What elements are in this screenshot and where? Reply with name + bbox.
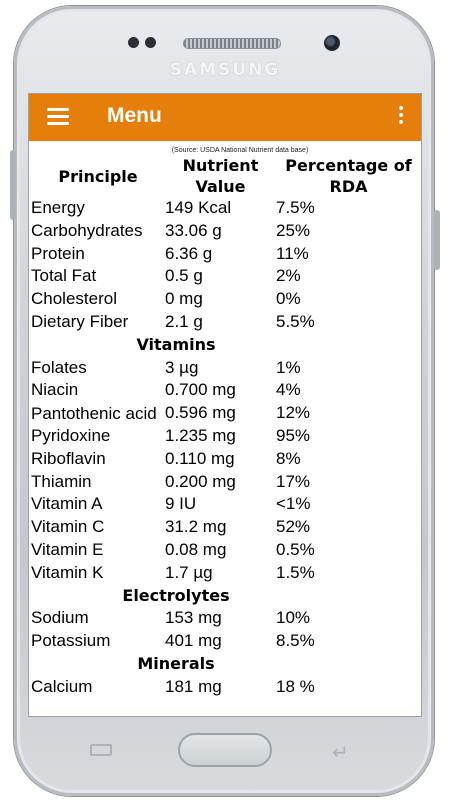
section-minerals: Minerals xyxy=(137,653,215,673)
table-row: Sodium 153 mg 10% xyxy=(31,608,311,628)
table-header-row: Principle Nutrient Value Percentage of R… xyxy=(31,155,421,197)
table-row: Cholesterol 0 mg 0% xyxy=(31,289,301,309)
header-principle: Principle xyxy=(58,166,138,186)
table-row: Carbohydrates 33.06 g 25% xyxy=(31,220,311,240)
table-row: Vitamin C 31.2 mg 52% xyxy=(31,517,311,537)
table-row: Calcium 181 mg 18 % xyxy=(31,676,315,696)
section-vitamins: Vitamins xyxy=(136,334,216,354)
more-options-icon[interactable] xyxy=(399,106,404,127)
volume-button xyxy=(10,150,16,220)
table-row: Folates 3 µg 1% xyxy=(31,357,301,377)
device-brand: SAMSUNG xyxy=(169,60,281,80)
table-row: Pantothenic acid 0.596 mg 12% xyxy=(31,403,311,424)
header-nutrient-value: Nutrient Value xyxy=(182,156,259,196)
sensor-dot xyxy=(145,37,156,48)
table-row: Pyridoxine 1.235 mg 95% xyxy=(31,425,311,445)
table-row: Dietary Fiber 2.1 g 5.5% xyxy=(31,311,315,331)
table-row: Vitamin K 1.7 µg 1.5% xyxy=(31,562,315,582)
earpiece-speaker xyxy=(183,38,281,49)
table-row: Protein 6.36 g 11% xyxy=(31,243,309,263)
section-heading-row: Vitamins xyxy=(31,334,421,357)
recent-apps-key[interactable] xyxy=(90,744,112,756)
table-row: Total Fat 0.5 g 2% xyxy=(31,266,301,286)
power-button xyxy=(434,210,440,270)
table-row: Riboflavin 0.110 mg 8% xyxy=(31,448,301,468)
table-row: Energy 149 Kcal 7.5% xyxy=(31,198,315,217)
table-row: Potassium 401 mg 8.5% xyxy=(31,631,315,651)
nutrient-table: Principle Nutrient Value Percentage of R… xyxy=(31,155,421,699)
section-electrolytes: Electrolytes xyxy=(122,585,230,605)
section-heading-row: Minerals xyxy=(31,653,421,676)
sensor-dot xyxy=(128,37,139,48)
section-heading-row: Electrolytes xyxy=(31,585,421,608)
app-screen: Menu (Source: USDA National Nutrient dat… xyxy=(28,93,422,717)
back-key-icon[interactable]: ↵ xyxy=(332,740,349,764)
table-row: Vitamin E 0.08 mg 0.5% xyxy=(31,539,315,559)
hamburger-menu-icon[interactable] xyxy=(47,108,69,126)
home-button[interactable] xyxy=(178,733,272,767)
front-camera xyxy=(324,35,340,51)
table-row: Thiamin 0.200 mg 17% xyxy=(31,471,311,491)
table-row: Niacin 0.700 mg 4% xyxy=(31,380,301,400)
header-percentage-rda: Percentage of RDA xyxy=(285,156,412,196)
app-bar: Menu xyxy=(29,94,421,141)
source-note: (Source: USDA National Nutrient data bas… xyxy=(171,147,309,154)
app-title: Menu xyxy=(107,104,162,127)
